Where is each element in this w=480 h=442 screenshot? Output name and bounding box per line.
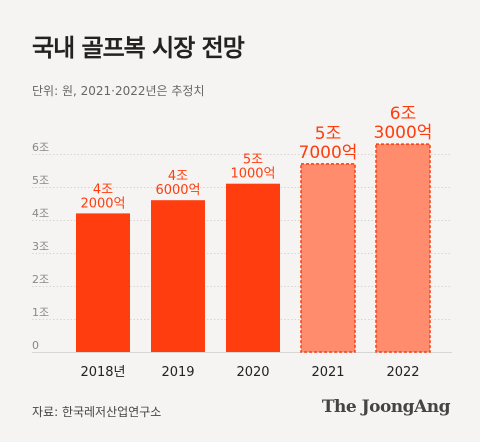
bar [226,183,280,352]
data-label: 5조 [243,153,263,168]
x-tick-label: 2019 [161,365,194,380]
y-tick-label: 0 [32,339,39,352]
y-tick-label: 1조 [32,306,49,319]
bar [375,143,431,353]
data-label: 6000억 [155,183,200,198]
page-title: 국내 골프복 시장 전망 [32,34,245,62]
bar [300,163,356,353]
data-label: 4조 [93,182,113,197]
data-label: 4조 [168,169,188,184]
x-tick-label: 2018년 [80,365,125,380]
y-tick-label: 5조 [32,174,49,187]
x-tick-label: 2020 [236,365,269,380]
bar [76,213,130,352]
data-label: 7000억 [299,143,358,163]
data-label: 6조 [390,104,416,124]
bar [151,200,205,352]
y-tick-label: 6조 [32,141,49,154]
source-note: 자료: 한국레저산업연구소 [32,405,162,419]
x-tick-label: 2021 [311,365,344,380]
unit-note: 단위: 원, 2021·2022년은 추정치 [32,84,205,98]
data-label: 2000억 [80,196,125,211]
y-tick-label: 3조 [32,240,49,253]
y-tick-label: 4조 [32,207,49,220]
data-label: 1000억 [230,167,275,182]
y-tick-label: 2조 [32,273,49,286]
data-label: 3000억 [374,123,433,143]
x-tick-label: 2022 [386,365,419,380]
data-label: 5조 [315,124,341,144]
publisher-logo: The JoongAng [321,397,451,417]
